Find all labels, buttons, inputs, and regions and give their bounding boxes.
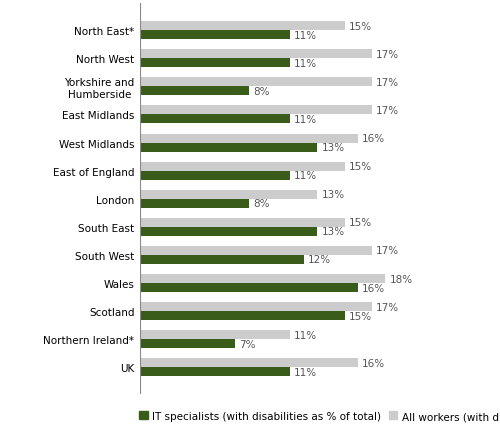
Bar <box>140 115 290 124</box>
Bar <box>140 367 290 377</box>
Text: 15%: 15% <box>348 218 372 228</box>
Bar <box>140 134 358 143</box>
Bar <box>140 106 372 115</box>
Bar <box>140 78 372 87</box>
Text: 11%: 11% <box>294 367 317 377</box>
Text: 13%: 13% <box>322 143 344 153</box>
Text: 11%: 11% <box>294 330 317 340</box>
Text: 16%: 16% <box>362 283 386 293</box>
Bar <box>140 191 318 199</box>
Bar <box>140 359 358 367</box>
Bar <box>140 143 318 152</box>
Bar <box>140 59 290 68</box>
Text: 17%: 17% <box>376 302 399 312</box>
Bar <box>140 283 358 293</box>
Text: 18%: 18% <box>390 274 412 284</box>
Bar <box>140 162 344 171</box>
Text: 15%: 15% <box>348 311 372 321</box>
Text: 16%: 16% <box>362 358 386 368</box>
Text: 8%: 8% <box>253 199 270 209</box>
Text: 8%: 8% <box>253 87 270 97</box>
Bar <box>140 331 290 339</box>
Text: 17%: 17% <box>376 49 399 60</box>
Text: 17%: 17% <box>376 78 399 88</box>
Bar <box>140 311 344 321</box>
Text: 11%: 11% <box>294 59 317 69</box>
Bar <box>140 275 386 283</box>
Text: 11%: 11% <box>294 115 317 125</box>
Bar <box>140 31 290 40</box>
Text: 12%: 12% <box>308 255 331 265</box>
Text: 11%: 11% <box>294 171 317 181</box>
Legend: IT specialists (with disabilities as % of total), All workers (with disabilities: IT specialists (with disabilities as % o… <box>139 411 500 421</box>
Bar <box>140 22 344 31</box>
Text: 17%: 17% <box>376 106 399 116</box>
Text: 16%: 16% <box>362 134 386 144</box>
Bar <box>140 87 249 96</box>
Bar <box>140 171 290 180</box>
Bar <box>140 303 372 311</box>
Bar <box>140 339 235 349</box>
Bar <box>140 227 318 236</box>
Text: 13%: 13% <box>322 190 344 200</box>
Text: 17%: 17% <box>376 246 399 256</box>
Text: 7%: 7% <box>240 339 256 349</box>
Bar <box>140 247 372 255</box>
Bar <box>140 50 372 59</box>
Text: 15%: 15% <box>348 162 372 172</box>
Bar <box>140 255 304 265</box>
Text: 15%: 15% <box>348 21 372 32</box>
Bar <box>140 199 249 208</box>
Text: 13%: 13% <box>322 227 344 237</box>
Text: 11%: 11% <box>294 31 317 41</box>
Bar <box>140 219 344 227</box>
